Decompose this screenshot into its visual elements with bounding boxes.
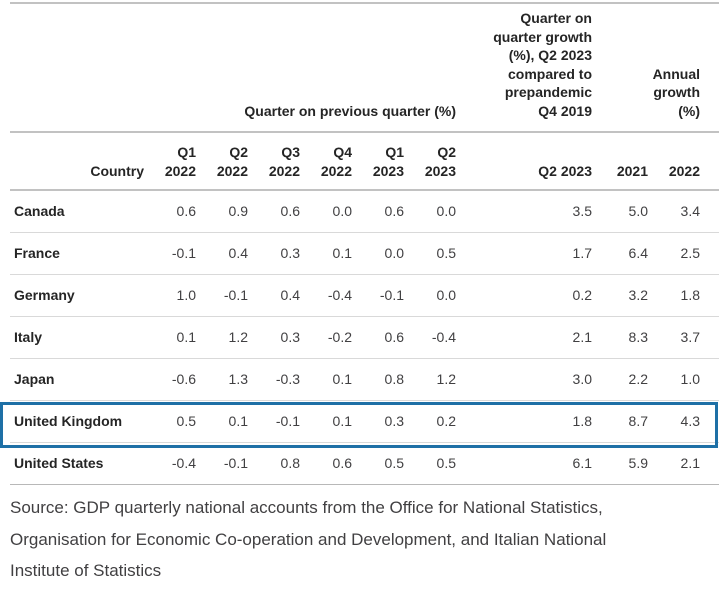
value-cell: 5.9 [628, 455, 648, 471]
gdp-growth-table: Quarter on previous quarter (%) Quarter … [10, 2, 719, 485]
value-cell: 0.5 [384, 455, 404, 471]
column-header-q4-2022: Q4 2022 [320, 144, 352, 179]
value-cell: 0.5 [176, 413, 196, 429]
table-row-italy: Italy 0.1 1.2 0.3 -0.2 0.6 -0.4 2.1 8.3 … [10, 316, 719, 358]
value-cell: 5.0 [628, 203, 648, 220]
country-cell: Japan [14, 371, 55, 387]
value-cell: -0.3 [275, 371, 300, 387]
group-header-spacer [10, 3, 144, 132]
group-header-row: Quarter on previous quarter (%) Quarter … [10, 3, 719, 132]
value-cell: 3.2 [628, 287, 648, 303]
value-cell: 1.2 [228, 329, 248, 345]
value-cell: 0.1 [332, 371, 352, 387]
column-header-2022: 2022 [668, 163, 701, 179]
value-cell: -0.2 [327, 329, 352, 345]
value-cell: -0.1 [171, 245, 196, 261]
group-header-quarter-on-previous: Quarter on previous quarter (%) [244, 102, 456, 119]
value-cell: 1.0 [176, 287, 196, 303]
value-cell: 2.1 [572, 329, 592, 345]
value-cell: 1.8 [680, 287, 701, 303]
column-header-q2-2023-compared: Q2 2023 [538, 163, 592, 179]
value-cell: 3.7 [680, 329, 701, 345]
value-cell: 0.6 [384, 329, 404, 345]
value-cell: -0.4 [327, 287, 352, 303]
value-cell: 2.5 [680, 245, 701, 261]
group-header-annual-growth: Annual growth (%) [652, 65, 701, 119]
country-cell: United States [14, 455, 104, 471]
value-cell: 0.0 [436, 203, 456, 220]
table-row-germany: Germany 1.0 -0.1 0.4 -0.4 -0.1 0.0 0.2 3… [10, 274, 719, 316]
value-cell: 0.6 [332, 455, 352, 471]
gdp-growth-table-wrapper: Quarter on previous quarter (%) Quarter … [10, 2, 719, 485]
column-header-row: Country Q1 2022 Q2 2022 Q3 2022 Q4 2022 … [10, 132, 719, 190]
value-cell: -0.4 [431, 329, 456, 345]
value-cell: 6.4 [628, 245, 648, 261]
value-cell: 0.0 [436, 287, 456, 303]
value-cell: -0.4 [171, 455, 196, 471]
table-row-japan: Japan -0.6 1.3 -0.3 0.1 0.8 1.2 3.0 2.2 … [10, 358, 719, 400]
value-cell: 0.2 [436, 413, 456, 429]
value-cell: 3.4 [680, 203, 701, 220]
value-cell: -0.1 [379, 287, 404, 303]
group-header-q2-2023-vs-prepandemic: Quarter on quarter growth (%), Q2 2023 c… [493, 10, 592, 119]
value-cell: 0.1 [228, 413, 248, 429]
value-cell: 0.4 [280, 287, 300, 303]
country-cell: Germany [14, 287, 75, 303]
value-cell: 0.3 [384, 413, 404, 429]
column-header-q3-2022: Q3 2022 [268, 144, 300, 179]
table-row-canada: Canada 0.6 0.9 0.6 0.0 0.6 0.0 3.5 5.0 3… [10, 190, 719, 232]
value-cell: 0.6 [176, 203, 196, 220]
value-cell: 0.6 [280, 203, 300, 220]
column-header-q1-2023: Q1 2023 [372, 144, 404, 179]
value-cell: 0.1 [332, 245, 352, 261]
value-cell: 0.1 [332, 413, 352, 429]
value-cell: 0.5 [436, 245, 456, 261]
country-cell: Canada [14, 203, 65, 220]
value-cell: 3.0 [572, 371, 592, 387]
source-note: Source: GDP quarterly national accounts … [10, 498, 607, 580]
country-cell: Italy [14, 329, 43, 345]
table-row-france: France -0.1 0.4 0.3 0.1 0.0 0.5 1.7 6.4 … [10, 232, 719, 274]
value-cell: 0.8 [280, 455, 300, 471]
value-cell: 1.0 [680, 371, 701, 387]
value-cell: 0.8 [384, 371, 404, 387]
value-cell: 0.3 [280, 329, 300, 345]
table-row-united-kingdom-highlighted: United Kingdom 0.5 0.1 -0.1 0.1 0.3 0.2 … [10, 400, 719, 442]
value-cell: -0.6 [171, 371, 196, 387]
value-cell: 4.3 [680, 413, 701, 429]
value-cell: 0.5 [436, 455, 456, 471]
value-cell: 8.7 [628, 413, 648, 429]
value-cell: 2.2 [628, 371, 648, 387]
value-cell: 0.6 [384, 203, 404, 220]
value-cell: 1.2 [436, 371, 456, 387]
column-header-q1-2022: Q1 2022 [164, 144, 196, 179]
value-cell: 6.1 [572, 455, 592, 471]
value-cell: 8.3 [628, 329, 648, 345]
value-cell: 1.7 [572, 245, 592, 261]
column-header-q2-2023: Q2 2023 [424, 144, 456, 179]
value-cell: -0.1 [275, 413, 300, 429]
column-header-q2-2022: Q2 2022 [216, 144, 248, 179]
country-cell: France [14, 245, 60, 261]
value-cell: 1.3 [228, 371, 248, 387]
value-cell: 0.3 [280, 245, 300, 261]
value-cell: -0.1 [223, 455, 248, 471]
column-header-2021: 2021 [616, 163, 648, 179]
country-cell: United Kingdom [14, 413, 123, 429]
column-header-country: Country [90, 163, 144, 179]
value-cell: 0.4 [228, 245, 248, 261]
value-cell: 3.5 [572, 203, 592, 220]
value-cell: 0.0 [332, 203, 352, 220]
value-cell: 0.0 [384, 245, 404, 261]
value-cell: 0.2 [572, 287, 592, 303]
value-cell: 2.1 [680, 455, 701, 471]
value-cell: -0.1 [223, 287, 248, 303]
table-row-united-states: United States -0.4 -0.1 0.8 0.6 0.5 0.5 … [10, 442, 719, 484]
value-cell: 1.8 [572, 413, 592, 429]
value-cell: 0.9 [228, 203, 248, 220]
value-cell: 0.1 [176, 329, 196, 345]
